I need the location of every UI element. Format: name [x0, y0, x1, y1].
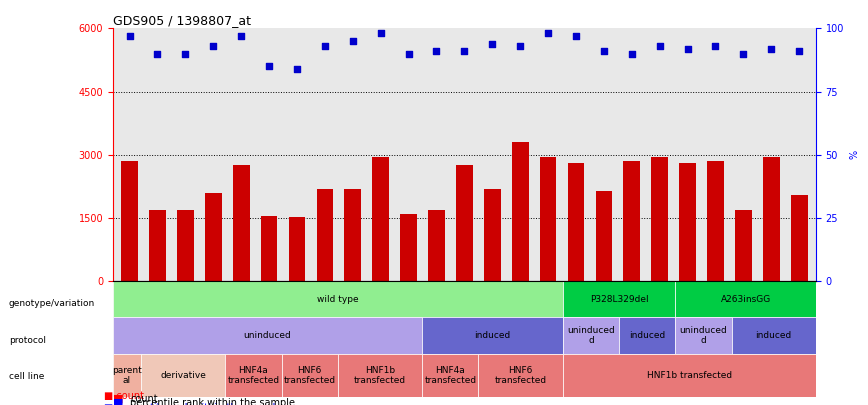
FancyBboxPatch shape: [562, 354, 816, 397]
Point: [374, 30, 388, 36]
Text: percentile rank within the sample: percentile rank within the sample: [130, 398, 295, 405]
Bar: [372, 157, 389, 281]
Bar: [345, 189, 361, 281]
Bar: [177, 210, 194, 281]
Point: [290, 66, 304, 72]
Y-axis label: %: %: [850, 150, 859, 160]
Bar: [707, 161, 724, 281]
Bar: [484, 189, 501, 281]
Point: [569, 33, 583, 39]
Text: genotype/variation: genotype/variation: [9, 299, 95, 308]
Text: uninduced
d: uninduced d: [567, 326, 615, 345]
Point: [653, 43, 667, 49]
Text: ■: ■: [113, 394, 123, 404]
Text: HNF4a
transfected: HNF4a transfected: [227, 366, 279, 385]
Text: derivative: derivative: [161, 371, 206, 380]
Text: GDS905 / 1398807_at: GDS905 / 1398807_at: [113, 14, 251, 27]
Point: [485, 40, 499, 47]
FancyBboxPatch shape: [422, 354, 478, 397]
Point: [765, 45, 779, 52]
Bar: [400, 214, 417, 281]
Text: ■ percentile rank within the sample: ■ percentile rank within the sample: [104, 403, 281, 405]
Bar: [456, 165, 473, 281]
Point: [625, 50, 639, 57]
FancyBboxPatch shape: [281, 354, 338, 397]
Text: HNF6
transfected: HNF6 transfected: [284, 366, 336, 385]
Text: HNF4a
transfected: HNF4a transfected: [424, 366, 477, 385]
FancyBboxPatch shape: [732, 318, 816, 354]
Point: [150, 50, 164, 57]
Point: [736, 50, 750, 57]
Point: [430, 48, 444, 54]
Text: A263insGG: A263insGG: [720, 295, 771, 304]
FancyBboxPatch shape: [619, 318, 675, 354]
Point: [402, 50, 416, 57]
Text: ■ count: ■ count: [104, 391, 144, 401]
Point: [207, 43, 220, 49]
Bar: [735, 210, 752, 281]
Text: induced: induced: [629, 331, 665, 340]
FancyBboxPatch shape: [141, 354, 226, 397]
Point: [122, 33, 136, 39]
FancyBboxPatch shape: [562, 318, 619, 354]
Text: count: count: [130, 394, 158, 404]
Text: induced: induced: [475, 331, 510, 340]
FancyBboxPatch shape: [675, 281, 816, 318]
FancyBboxPatch shape: [113, 318, 422, 354]
Bar: [540, 157, 556, 281]
FancyBboxPatch shape: [113, 281, 562, 318]
Point: [262, 63, 276, 70]
Text: uninduced: uninduced: [244, 331, 292, 340]
Text: uninduced
d: uninduced d: [680, 326, 727, 345]
Bar: [149, 210, 166, 281]
Point: [597, 48, 611, 54]
Point: [541, 30, 555, 36]
FancyBboxPatch shape: [422, 318, 562, 354]
Point: [708, 43, 722, 49]
Text: HNF1b transfected: HNF1b transfected: [647, 371, 732, 380]
Bar: [428, 211, 444, 281]
Point: [792, 48, 806, 54]
Bar: [623, 161, 640, 281]
Bar: [512, 142, 529, 281]
Point: [457, 48, 471, 54]
Text: ■: ■: [113, 398, 123, 405]
Bar: [122, 161, 138, 281]
Point: [345, 38, 359, 44]
Text: wild type: wild type: [317, 295, 358, 304]
Point: [179, 50, 193, 57]
Text: HNF6
transfected: HNF6 transfected: [495, 366, 547, 385]
Text: P328L329del: P328L329del: [589, 295, 648, 304]
Bar: [651, 157, 668, 281]
Point: [318, 43, 332, 49]
Bar: [763, 157, 779, 281]
Bar: [205, 193, 221, 281]
Text: induced: induced: [756, 331, 792, 340]
Bar: [791, 195, 807, 281]
Text: parent
al: parent al: [112, 366, 141, 385]
FancyBboxPatch shape: [226, 354, 281, 397]
Point: [681, 45, 694, 52]
Bar: [260, 216, 278, 281]
Bar: [288, 217, 306, 281]
Text: cell line: cell line: [9, 372, 44, 381]
Text: HNF1b
transfected: HNF1b transfected: [354, 366, 406, 385]
Text: protocol: protocol: [9, 336, 46, 345]
FancyBboxPatch shape: [113, 354, 141, 397]
Point: [234, 33, 248, 39]
Bar: [317, 189, 333, 281]
Bar: [679, 163, 696, 281]
FancyBboxPatch shape: [562, 281, 675, 318]
Bar: [595, 191, 612, 281]
FancyBboxPatch shape: [675, 318, 732, 354]
Point: [513, 43, 527, 49]
FancyBboxPatch shape: [338, 354, 422, 397]
FancyBboxPatch shape: [478, 354, 562, 397]
Bar: [233, 165, 250, 281]
Bar: [568, 163, 584, 281]
